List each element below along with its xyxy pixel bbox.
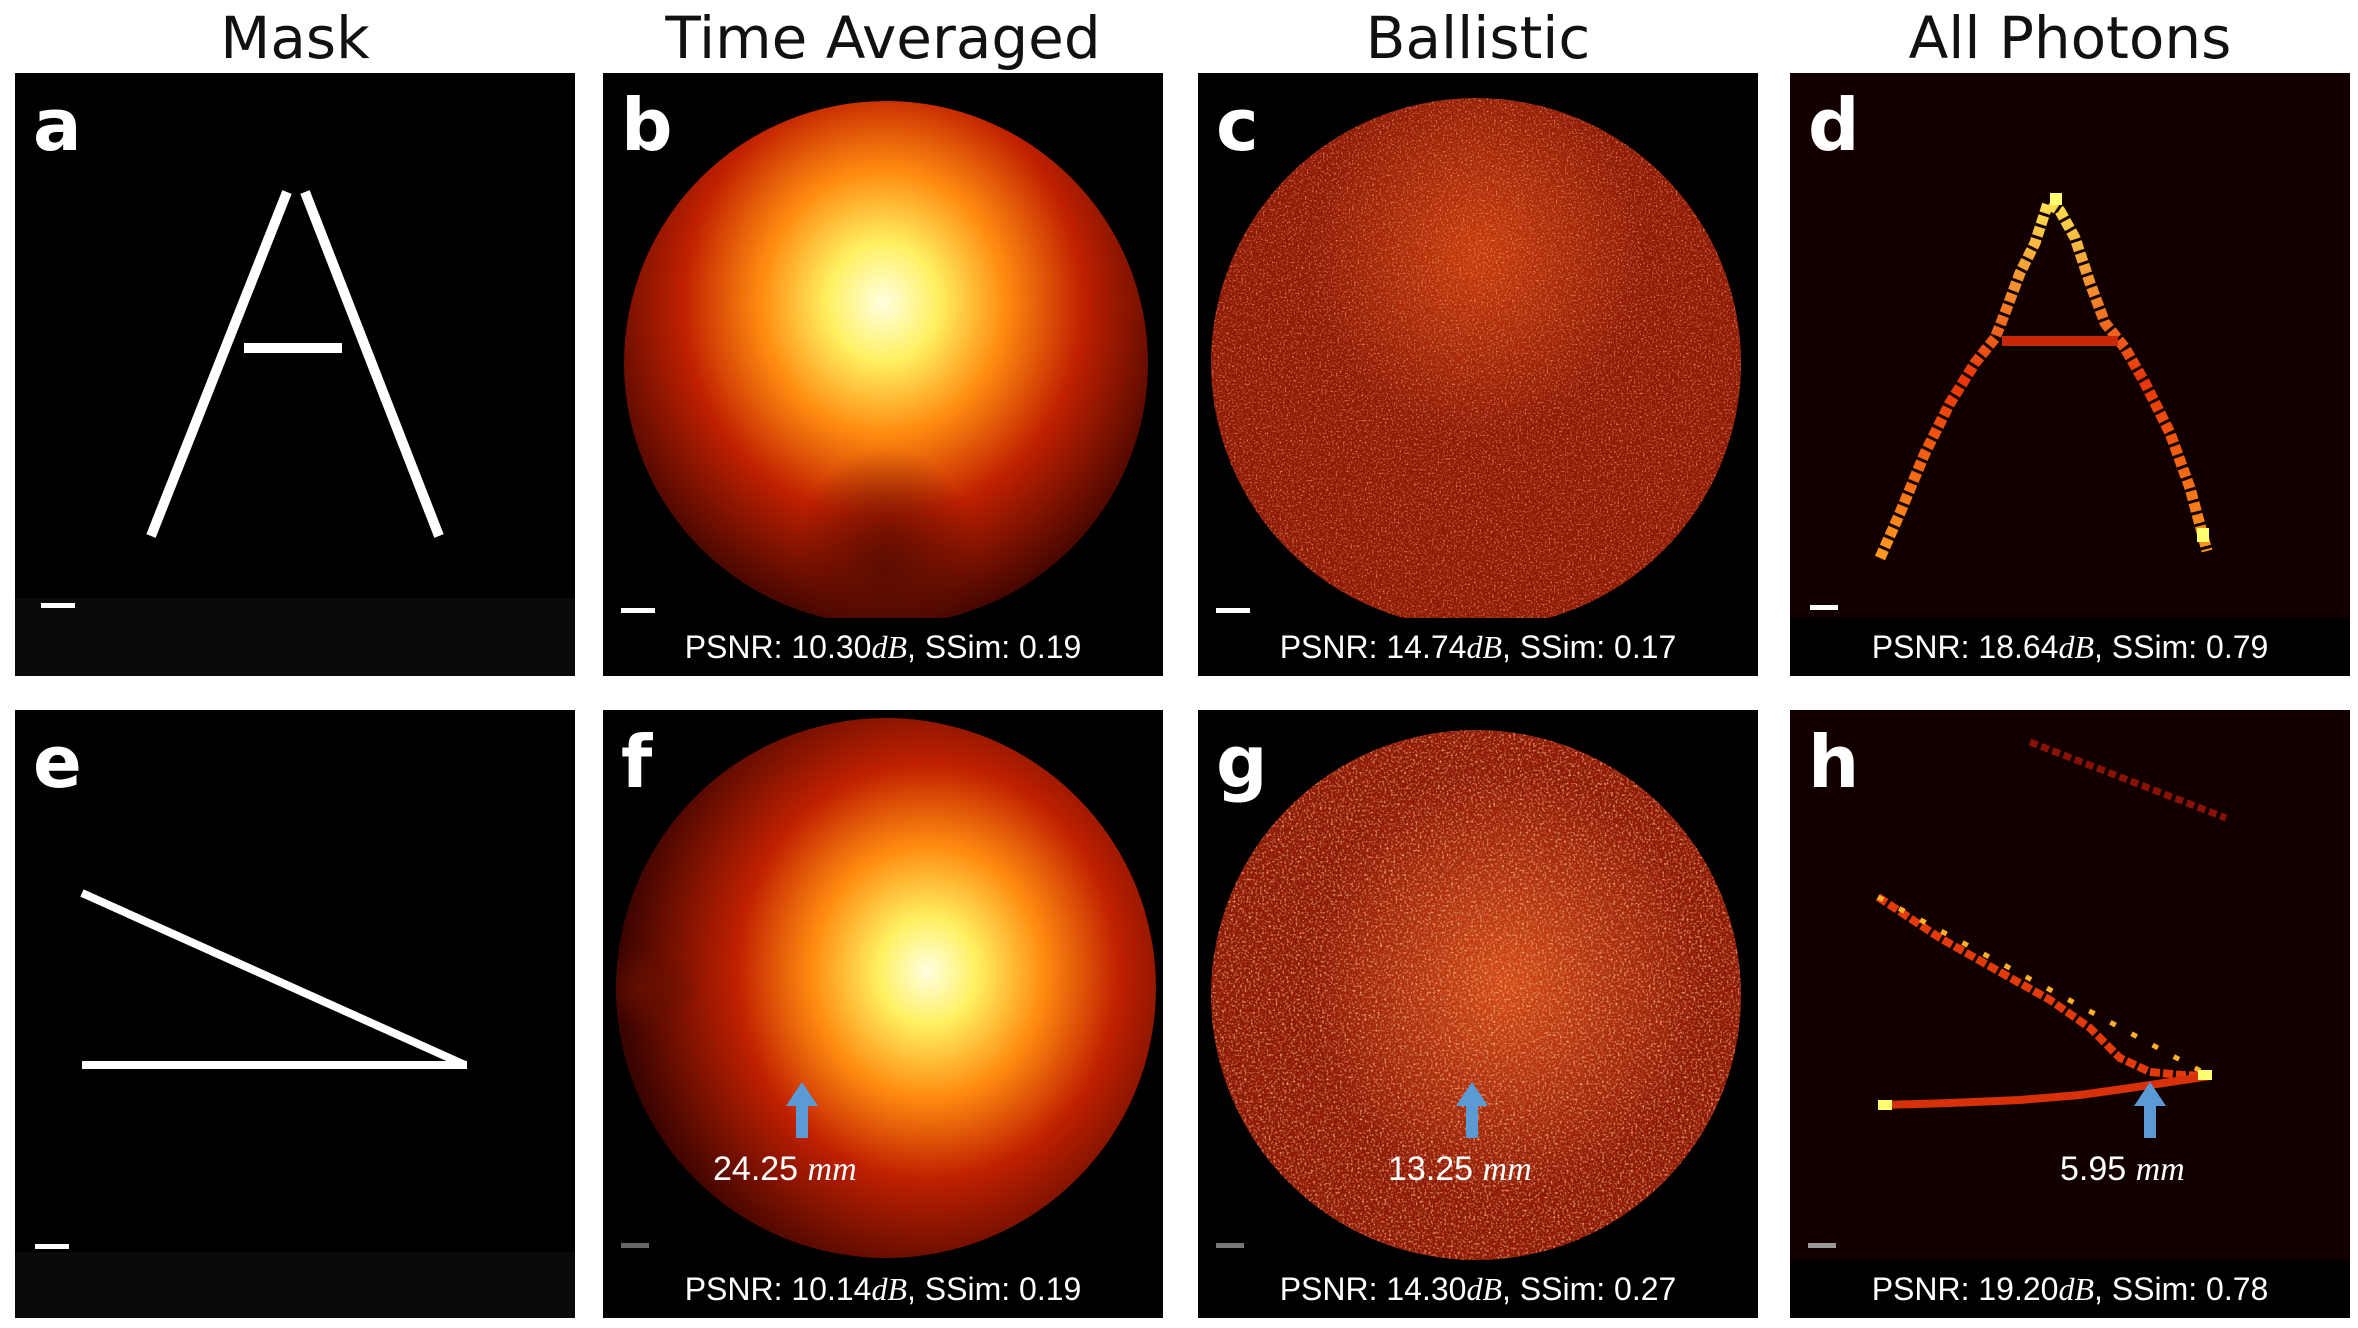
metrics-caption-c: PSNR: 14.74dB, SSim: 0.17 xyxy=(1198,618,1758,676)
annotation-value: 5.95 xyxy=(2060,1150,2136,1188)
psnr-label: PSNR: xyxy=(1871,1271,1979,1307)
psnr-value: 10.30 xyxy=(791,629,872,665)
ssim-value: , SSim: 0.78 xyxy=(2094,1271,2269,1307)
scale-bar xyxy=(621,1243,649,1248)
arrow-up-icon xyxy=(786,1082,818,1138)
annotation-unit: mm xyxy=(807,1151,857,1188)
annotation-value: 24.25 xyxy=(713,1150,808,1188)
psnr-value: 10.14 xyxy=(791,1271,872,1307)
column-title-time-averaged: Time Averaged xyxy=(665,4,1101,72)
ssim-value: , SSim: 0.19 xyxy=(907,629,1082,665)
annotation-unit: mm xyxy=(1482,1151,1532,1188)
psnr-label: PSNR: xyxy=(1279,629,1387,665)
heatmap-f xyxy=(616,718,1156,1258)
psnr-unit: dB xyxy=(1466,629,1502,665)
scale-bar xyxy=(621,608,655,613)
psnr-unit: dB xyxy=(2058,1271,2094,1307)
mask-e-shape xyxy=(15,889,575,1318)
metrics-caption-b: PSNR: 10.30dB, SSim: 0.19 xyxy=(603,618,1163,676)
panel-label-g: g xyxy=(1216,720,1268,804)
scale-bar xyxy=(1810,605,1838,610)
reconstruction-h xyxy=(1875,738,2228,1110)
psnr-unit: dB xyxy=(2058,629,2094,665)
metrics-caption-g: PSNR: 14.30dB, SSim: 0.27 xyxy=(1198,1260,1758,1318)
panel-label-c: c xyxy=(1216,83,1259,167)
panel-b-time-averaged-image: b PSNR: 10.30dB, SSim: 0.19 xyxy=(603,73,1163,676)
panel-label-f: f xyxy=(621,720,653,804)
scale-bar xyxy=(35,1244,69,1249)
psnr-value: 18.64 xyxy=(1978,629,2059,665)
panel-g-ballistic-image: g 13.25 mm PSNR: 14.30dB, SSim: 0.27 xyxy=(1198,710,1758,1318)
psnr-unit: dB xyxy=(1466,1271,1502,1307)
psnr-label: PSNR: xyxy=(1279,1271,1387,1307)
thickness-annotation-f: 24.25 mm xyxy=(713,1150,857,1189)
psnr-label: PSNR: xyxy=(1871,629,1979,665)
psnr-value: 14.30 xyxy=(1386,1271,1467,1307)
panel-label-h: h xyxy=(1808,720,1860,804)
ssim-value: , SSim: 0.79 xyxy=(2094,629,2269,665)
panel-label-a: a xyxy=(33,83,82,167)
panel-e-mask-image: e xyxy=(15,710,575,1318)
panel-d-all-photons-image: d PSNR: 18.64dB, SSim: 0.79 xyxy=(1790,73,2350,676)
annotation-value: 13.25 xyxy=(1388,1150,1483,1188)
thickness-annotation-g: 13.25 mm xyxy=(1388,1150,1532,1189)
ssim-value: , SSim: 0.27 xyxy=(1502,1271,1677,1307)
psnr-value: 19.20 xyxy=(1978,1271,2059,1307)
psnr-value: 14.74 xyxy=(1386,629,1467,665)
psnr-unit: dB xyxy=(871,629,907,665)
heatmap-c xyxy=(1211,98,1741,628)
column-title-all-photons: All Photons xyxy=(1908,4,2232,72)
ssim-value: , SSim: 0.17 xyxy=(1502,629,1677,665)
mask-a-shape xyxy=(15,190,575,676)
heatmap-g xyxy=(1211,730,1741,1260)
scale-bar xyxy=(41,603,75,608)
annotation-unit: mm xyxy=(2135,1151,2185,1188)
scale-bar xyxy=(1216,608,1250,613)
panel-label-b: b xyxy=(621,83,673,167)
panel-h-all-photons-image: h 5.95 mm PSNR: 19.20dB, SSim: 0.78 xyxy=(1790,710,2350,1318)
ssim-value: , SSim: 0.19 xyxy=(907,1271,1082,1307)
psnr-label: PSNR: xyxy=(684,629,792,665)
psnr-label: PSNR: xyxy=(684,1271,792,1307)
arrow-up-icon xyxy=(2134,1082,2166,1138)
panel-c-ballistic-image: c PSNR: 14.74dB, SSim: 0.17 xyxy=(1198,73,1758,676)
arrow-up-icon xyxy=(1456,1082,1488,1138)
column-title-mask: Mask xyxy=(220,4,370,72)
metrics-caption-h: PSNR: 19.20dB, SSim: 0.78 xyxy=(1790,1260,2350,1318)
panel-f-time-averaged-image: f 24.25 mm PSNR: 10.14dB, SSim: 0.19 xyxy=(603,710,1163,1318)
thickness-annotation-h: 5.95 mm xyxy=(2060,1150,2185,1189)
reconstruction-d xyxy=(1874,193,2213,561)
column-title-ballistic: Ballistic xyxy=(1365,4,1591,72)
panel-a-mask-image: a xyxy=(15,73,575,676)
panel-label-e: e xyxy=(33,720,82,804)
scale-bar xyxy=(1216,1243,1244,1248)
heatmap-b xyxy=(624,101,1148,625)
psnr-unit: dB xyxy=(871,1271,907,1307)
metrics-caption-f: PSNR: 10.14dB, SSim: 0.19 xyxy=(603,1260,1163,1318)
scale-bar xyxy=(1808,1243,1836,1248)
metrics-caption-d: PSNR: 18.64dB, SSim: 0.79 xyxy=(1790,618,2350,676)
panel-label-d: d xyxy=(1808,83,1860,167)
